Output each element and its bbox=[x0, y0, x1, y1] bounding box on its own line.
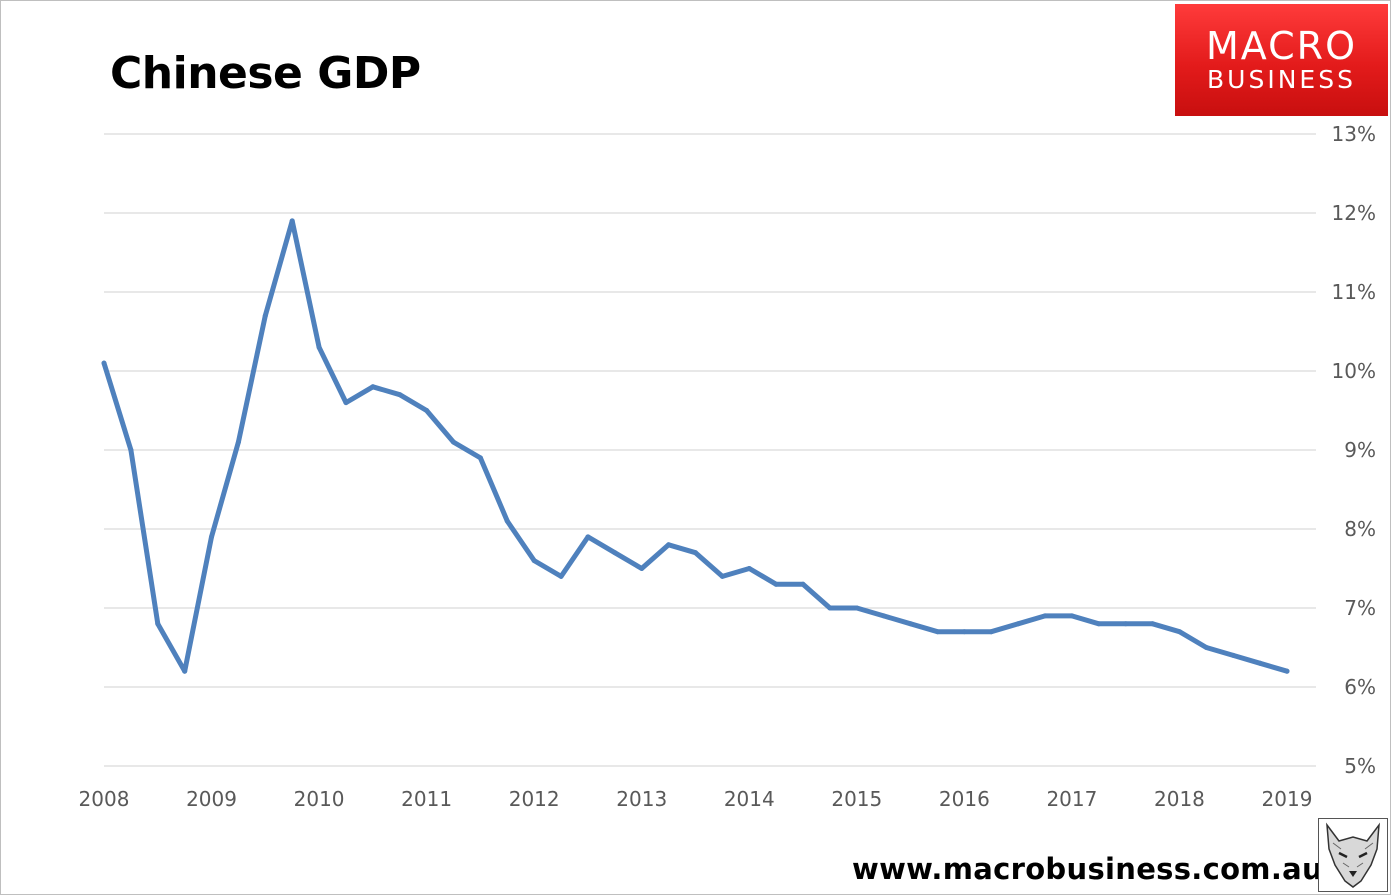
brand-line-2: BUSINESS bbox=[1207, 65, 1356, 94]
data-point bbox=[451, 439, 457, 445]
y-tick-label: 5% bbox=[1344, 754, 1376, 778]
x-tick-label: 2014 bbox=[724, 787, 775, 811]
data-point bbox=[262, 313, 268, 319]
data-point bbox=[182, 668, 188, 674]
data-point bbox=[343, 400, 349, 406]
y-tick-label: 6% bbox=[1344, 675, 1376, 699]
data-point bbox=[1230, 652, 1236, 658]
x-tick-label: 2010 bbox=[294, 787, 345, 811]
data-point bbox=[934, 629, 940, 635]
data-point bbox=[746, 566, 752, 571]
data-point bbox=[209, 534, 215, 540]
chart-title: Chinese GDP bbox=[110, 48, 421, 99]
x-tick-label: 2015 bbox=[831, 787, 882, 811]
x-tick-label: 2009 bbox=[186, 787, 237, 811]
data-point bbox=[961, 629, 967, 635]
data-point bbox=[477, 455, 483, 461]
data-point bbox=[773, 581, 779, 587]
y-tick-label: 7% bbox=[1344, 596, 1376, 620]
y-tick-label: 10% bbox=[1332, 359, 1376, 383]
series-line-gdp bbox=[101, 218, 1290, 674]
data-point bbox=[988, 629, 994, 635]
data-point bbox=[101, 360, 107, 366]
data-point bbox=[558, 573, 564, 579]
x-tick-label: 2017 bbox=[1046, 787, 1097, 811]
data-point bbox=[881, 613, 887, 619]
data-point bbox=[719, 573, 725, 579]
gridlines bbox=[104, 133, 1316, 767]
data-point bbox=[424, 408, 430, 413]
x-axis-tick-labels: 2008 2009 2010 2011 2012 2013 2014 2015 2016 2017… bbox=[79, 787, 1313, 811]
data-point bbox=[504, 518, 510, 524]
data-point bbox=[397, 392, 403, 398]
x-tick-label: 2013 bbox=[616, 787, 667, 811]
data-point bbox=[1069, 613, 1075, 619]
data-point bbox=[531, 558, 537, 564]
data-point bbox=[800, 581, 806, 587]
data-point bbox=[235, 439, 241, 445]
data-point bbox=[1150, 621, 1156, 627]
x-tick-label: 2008 bbox=[79, 787, 130, 811]
data-point bbox=[128, 447, 134, 453]
y-tick-label: 8% bbox=[1344, 517, 1376, 541]
x-tick-label: 2012 bbox=[509, 787, 560, 811]
data-point bbox=[908, 621, 914, 627]
x-tick-label: 2019 bbox=[1262, 787, 1313, 811]
data-point bbox=[1176, 629, 1182, 635]
x-tick-label: 2011 bbox=[401, 787, 452, 811]
data-point bbox=[693, 550, 698, 556]
x-tick-label: 2018 bbox=[1154, 787, 1205, 811]
data-point bbox=[316, 344, 322, 350]
data-point bbox=[585, 534, 591, 540]
y-tick-label: 13% bbox=[1332, 122, 1376, 146]
data-point bbox=[612, 550, 618, 556]
data-point bbox=[1042, 613, 1048, 619]
website-url[interactable]: www.macrobusiness.com.au bbox=[852, 852, 1323, 886]
data-point bbox=[854, 605, 860, 611]
data-point bbox=[289, 218, 295, 224]
brand-line-1: MACRO bbox=[1206, 24, 1357, 68]
y-axis-tick-labels: 5% 6% 7% 8% 9% 10% 11% 12% 13% bbox=[1332, 122, 1376, 778]
x-tick-label: 2016 bbox=[939, 787, 990, 811]
data-point bbox=[666, 542, 672, 548]
data-point bbox=[639, 566, 645, 571]
y-tick-label: 11% bbox=[1332, 280, 1376, 304]
data-point bbox=[827, 605, 833, 611]
wolf-head-icon bbox=[1318, 818, 1388, 892]
y-tick-label: 12% bbox=[1332, 201, 1376, 225]
data-point bbox=[155, 621, 161, 627]
y-tick-label: 9% bbox=[1344, 438, 1376, 462]
series-group bbox=[101, 218, 1290, 674]
data-point bbox=[1257, 660, 1263, 666]
data-point bbox=[1096, 621, 1102, 627]
data-point bbox=[370, 384, 376, 390]
data-point bbox=[1203, 645, 1209, 650]
data-point bbox=[1284, 668, 1290, 674]
brand-logo[interactable]: MACRO BUSINESS bbox=[1175, 4, 1388, 116]
data-point bbox=[1123, 621, 1129, 627]
data-point bbox=[1015, 621, 1021, 627]
